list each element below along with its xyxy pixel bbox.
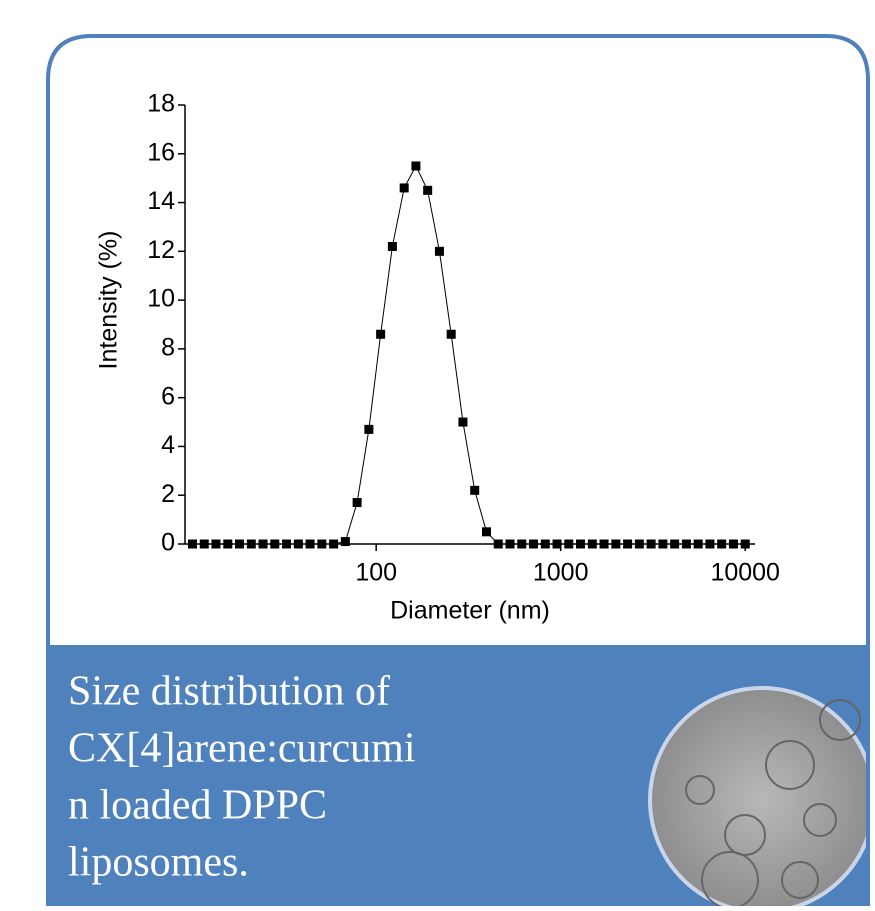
data-point [553,540,562,549]
y-tick-label: 6 [161,382,175,410]
data-point [729,540,738,549]
data-point [200,540,209,549]
data-point [494,540,503,549]
data-point [647,540,656,549]
y-tick-label: 4 [161,431,175,459]
data-point [611,540,620,549]
data-point [506,540,515,549]
caption-line: n loaded DPPC [68,783,327,829]
data-point [329,540,338,549]
data-point [223,540,232,549]
data-point [247,540,256,549]
data-point [376,330,385,339]
data-point [635,540,644,549]
data-point [517,540,526,549]
data-point [670,540,679,549]
data-point [341,537,350,546]
y-tick-label: 10 [147,285,175,313]
data-point [705,540,714,549]
card [48,36,874,906]
data-point [588,540,597,549]
data-point [623,540,632,549]
data-point [564,540,573,549]
data-point [541,540,550,549]
x-tick-label: 100 [355,559,397,587]
data-point [447,330,456,339]
data-point [364,425,373,434]
caption-line: CX[4]arene:curcumi [68,726,416,772]
data-point [400,183,409,192]
page: Size distribution of CX[4]arene:curcumi n … [0,0,875,906]
caption-line: liposomes. [68,840,249,886]
data-point [435,247,444,256]
y-tick-label: 2 [161,480,175,508]
data-point [294,540,303,549]
data-point [682,540,691,549]
data-point [388,242,397,251]
data-point [235,540,244,549]
x-axis-label: Diameter (nm) [390,597,550,625]
y-tick-label: 12 [147,236,175,264]
tem-image [650,688,874,906]
y-tick-label: 0 [161,529,175,557]
data-point [658,540,667,549]
y-axis-label: Intensity (%) [95,231,123,370]
data-point [576,540,585,549]
data-point [482,527,491,536]
data-point [411,161,420,170]
y-tick-label: 14 [147,187,175,215]
data-point [600,540,609,549]
figure: Size distribution of CX[4]arene:curcumi n … [0,0,875,906]
data-point [458,418,467,427]
data-point [694,540,703,549]
data-point [741,540,750,549]
data-point [470,486,479,495]
y-tick-label: 16 [147,138,175,166]
data-point [353,498,362,507]
data-point [270,540,279,549]
y-tick-label: 8 [161,333,175,361]
data-point [423,186,432,195]
data-point [211,540,220,549]
x-tick-label: 10000 [710,559,780,587]
data-point [529,540,538,549]
x-tick-label: 1000 [533,559,589,587]
data-point [259,540,268,549]
data-point [317,540,326,549]
data-point [717,540,726,549]
data-point [306,540,315,549]
data-point [188,540,197,549]
y-tick-label: 18 [147,90,175,118]
data-point [282,540,291,549]
caption-line: Size distribution of [68,669,390,715]
